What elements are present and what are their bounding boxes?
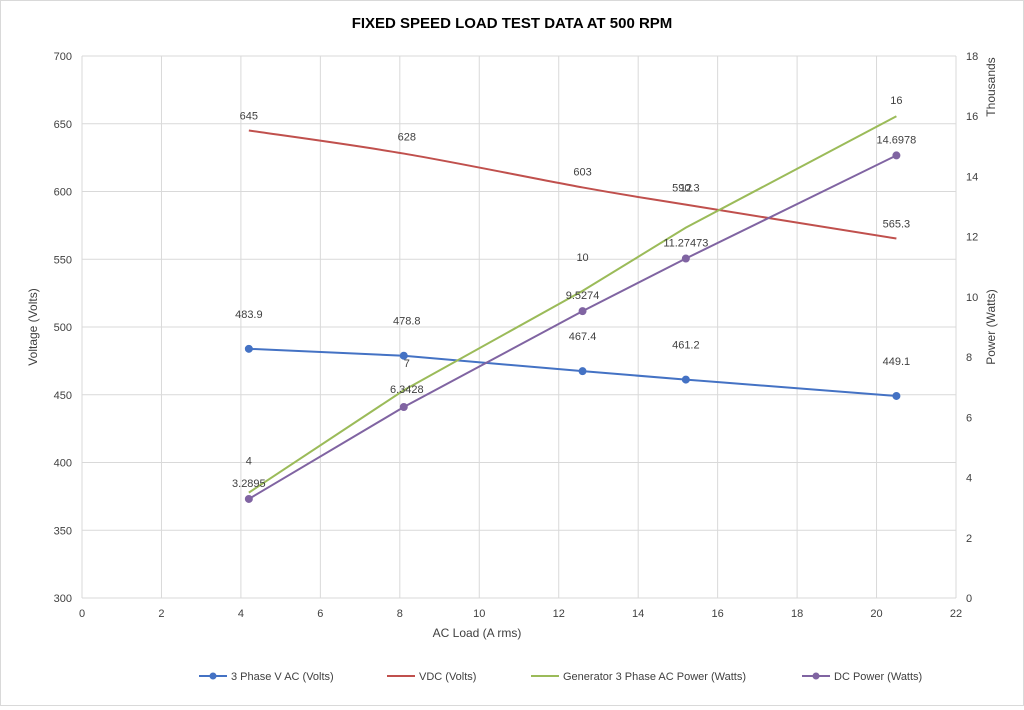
data-label: 645: [240, 111, 258, 123]
y2-tick-label: 4: [966, 473, 972, 485]
y2-tick-label: 2: [966, 533, 972, 545]
y2-tick-label: 14: [966, 171, 978, 183]
data-label: 16: [890, 95, 902, 107]
data-label: 565.3: [883, 219, 911, 231]
y2-tick-label: 0: [966, 593, 972, 605]
y-tick-label: 500: [54, 322, 72, 334]
x-tick-label: 10: [473, 608, 485, 620]
data-label: 9.5274: [566, 290, 600, 302]
data-point: [578, 367, 587, 376]
y2-tick-label: 10: [966, 292, 978, 304]
legend-marker: [812, 672, 820, 680]
data-label: 478.8: [393, 316, 421, 328]
x-tick-label: 0: [79, 608, 85, 620]
data-point: [892, 151, 901, 160]
x-tick-label: 14: [632, 608, 644, 620]
data-label: 11.27473: [663, 238, 708, 250]
y-tick-label: 300: [54, 593, 72, 605]
x-tick-label: 22: [950, 608, 962, 620]
data-point: [399, 403, 408, 412]
x-tick-label: 4: [238, 608, 244, 620]
data-label: 449.1: [883, 356, 911, 368]
x-tick-label: 2: [158, 608, 164, 620]
data-label: 10: [576, 252, 588, 264]
legend-entry: VDC (Volts): [419, 671, 476, 683]
legend-entry: 3 Phase V AC (Volts): [231, 671, 334, 683]
data-label: 461.2: [672, 340, 700, 352]
y-tick-label: 450: [54, 390, 72, 402]
y2-tick-label: 6: [966, 412, 972, 424]
data-label: 603: [573, 166, 591, 178]
y2-tick-label: 18: [966, 51, 978, 63]
x-axis-title: AC Load (A rms): [433, 626, 522, 640]
data-point: [399, 351, 408, 360]
series-line: [248, 115, 897, 494]
data-label: 590.3: [672, 183, 700, 195]
legend-entry: DC Power (Watts): [834, 671, 922, 683]
data-label: 467.4: [569, 331, 597, 343]
data-label: 4: [246, 456, 252, 468]
series-line: [248, 347, 897, 397]
data-labels: 483.9 478.8 467.4 461.2 449.1 645 628 603 590.3 5…: [232, 95, 916, 490]
x-tick-label: 6: [317, 608, 323, 620]
series-line: [248, 129, 897, 240]
data-point: [244, 344, 253, 353]
y-tick-label: 650: [54, 119, 72, 131]
legend-marker: [209, 672, 217, 680]
data-point: [892, 391, 901, 400]
data-label: 6.3428: [390, 384, 424, 396]
y2-tick-label: 8: [966, 352, 972, 364]
data-label: 14.6978: [877, 134, 917, 146]
y2-tick-label: 16: [966, 111, 978, 123]
data-label: 628: [398, 132, 416, 144]
data-label: 12: [680, 183, 692, 195]
data-label: 483.9: [235, 309, 263, 321]
y-axis-title: Voltage (Volts): [26, 288, 40, 365]
x-tick-label: 8: [397, 608, 403, 620]
y-tick-label: 400: [54, 458, 72, 470]
legend-entry: Generator 3 Phase AC Power (Watts): [563, 671, 746, 683]
y-tick-label: 350: [54, 525, 72, 537]
data-point: [244, 494, 253, 503]
y-tick-label: 600: [54, 187, 72, 199]
x-tick-label: 12: [553, 608, 565, 620]
series-layer: [244, 115, 901, 503]
legend: 3 Phase V AC (Volts) VDC (Volts) Generator…: [199, 671, 922, 683]
y2-unit-label: Thousands: [984, 57, 998, 116]
data-point: [681, 375, 690, 384]
y2-axis-title: Power (Watts): [984, 289, 998, 365]
x-tick-label: 18: [791, 608, 803, 620]
chart-title: FIXED SPEED LOAD TEST DATA AT 500 RPM: [352, 15, 673, 32]
x-tick-label: 20: [870, 608, 882, 620]
y-tick-label: 700: [54, 51, 72, 63]
x-tick-label: 16: [712, 608, 724, 620]
data-point: [681, 254, 690, 263]
y-tick-label: 550: [54, 254, 72, 266]
axes: 0 2 4 6 8 10 12 14 16 18 20 22300350400450500550600…: [54, 51, 979, 620]
data-label: 3.2895: [232, 478, 266, 490]
data-point: [578, 307, 587, 316]
y2-tick-label: 12: [966, 232, 978, 244]
data-label: 7: [404, 358, 410, 370]
